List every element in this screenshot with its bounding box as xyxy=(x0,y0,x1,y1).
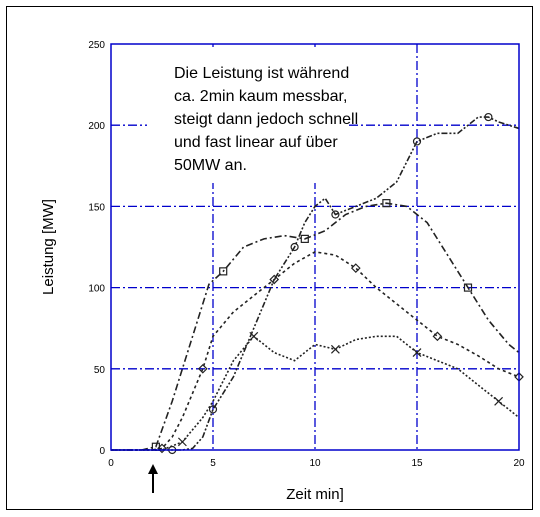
series-4-point xyxy=(177,437,187,447)
series-2-point xyxy=(208,405,218,414)
series-2-point xyxy=(412,137,422,146)
series-4-point xyxy=(412,348,422,357)
series-2-line xyxy=(111,116,520,451)
arrow-up-icon xyxy=(148,464,158,493)
series-2-point xyxy=(331,210,340,219)
series-3-point xyxy=(157,443,167,454)
annotation-box xyxy=(147,47,347,183)
x-tick-label: 10 xyxy=(309,458,321,469)
series-4-point xyxy=(330,344,340,354)
series-1-point xyxy=(300,234,309,243)
annotation-line-2: ca. 2min kaum messbar, xyxy=(174,88,347,105)
series-3-point xyxy=(350,263,361,273)
annotation-line-3: steigt dann jedoch schnell xyxy=(174,111,358,128)
series-3-point xyxy=(197,363,208,374)
series-1-line xyxy=(111,202,520,451)
y-tick-label: 0 xyxy=(99,446,105,457)
annotation-line-1: Die Leistung ist während xyxy=(174,65,349,82)
series-3-point xyxy=(269,274,280,285)
series-3-point xyxy=(432,331,443,342)
y-tick-label: 100 xyxy=(88,284,105,295)
chart-frame: 0 5 10 15 20 0 50 100 150 200 250 Die Leistung ist… xyxy=(6,6,533,510)
series-4-point xyxy=(494,396,504,406)
series-4-point xyxy=(249,331,259,341)
y-axis-label: Leistung [MW] xyxy=(40,199,57,295)
annotation-line-4: und fast linear auf über xyxy=(174,134,338,151)
x-tick-label: 20 xyxy=(513,458,525,469)
plot-border xyxy=(110,43,520,451)
series-1-point xyxy=(382,199,391,208)
x-tick-label: 5 xyxy=(210,458,216,469)
y-tick-label: 200 xyxy=(88,121,105,132)
series-2-point xyxy=(290,242,299,252)
annotation-line-5: 50MW an. xyxy=(174,157,247,174)
y-tick-label: 150 xyxy=(88,202,105,213)
y-tick-label: 250 xyxy=(88,40,105,51)
y-tick-label: 50 xyxy=(94,365,106,376)
series-1-point xyxy=(463,283,473,292)
x-tick-label: 15 xyxy=(411,458,423,469)
x-axis-label: Zeit min] xyxy=(286,486,344,503)
x-tick-label: 0 xyxy=(108,458,114,469)
series-4-line xyxy=(111,335,520,451)
series-1-point xyxy=(219,267,228,276)
series-2-point xyxy=(484,112,493,122)
